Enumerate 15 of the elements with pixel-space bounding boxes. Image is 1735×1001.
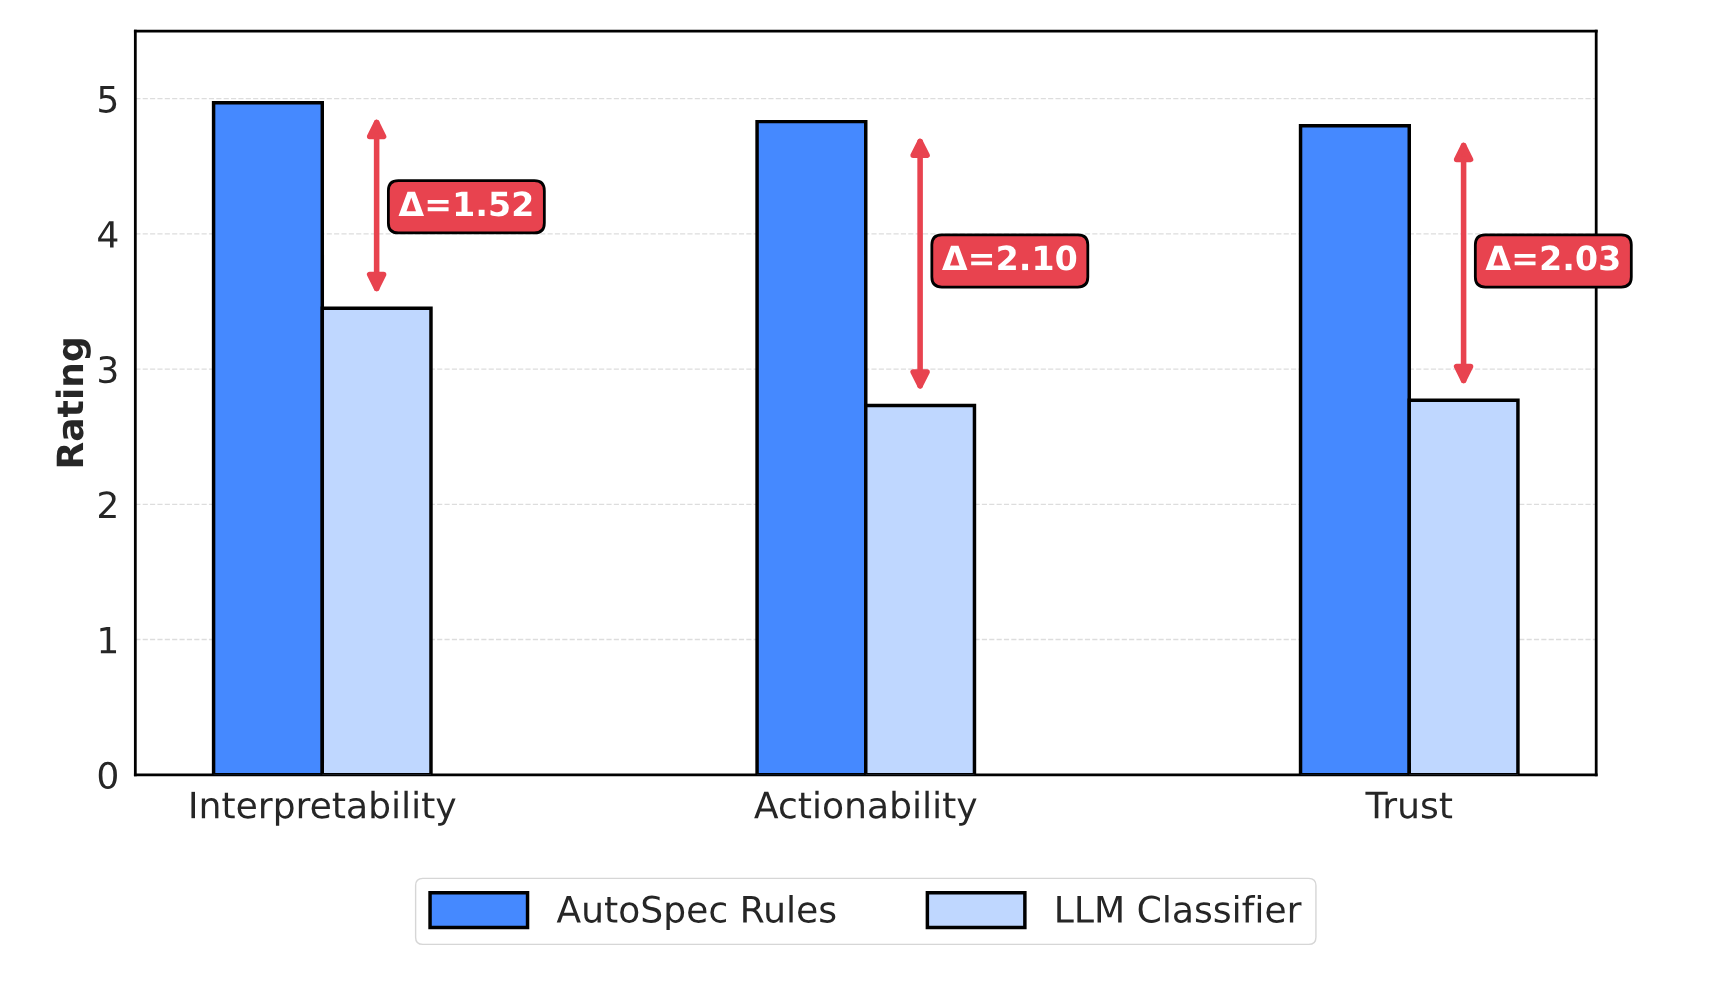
annotation: Δ=1.52 bbox=[398, 191, 532, 217]
x-tick-label: Interpretability bbox=[191, 790, 456, 826]
y-axis-title: Rating bbox=[55, 339, 91, 467]
annotation: Δ=2.10 bbox=[942, 245, 1077, 271]
y-tick-label: 1 bbox=[100, 626, 117, 654]
y-tick-label: 2 bbox=[99, 491, 116, 519]
legend-label: LLM Classifier bbox=[1057, 894, 1302, 923]
x-tick-label: Actionability bbox=[754, 790, 977, 826]
y-tick-label: 4 bbox=[98, 221, 118, 248]
y-tick-label: 0 bbox=[98, 761, 117, 790]
y-tick-label: 5 bbox=[99, 86, 117, 113]
legend-label: AutoSpec Rules bbox=[556, 894, 836, 930]
x-tick-label: Trust bbox=[1365, 791, 1453, 819]
annotation: Δ=2.03 bbox=[1485, 245, 1619, 271]
y-tick-label: 3 bbox=[99, 356, 117, 384]
